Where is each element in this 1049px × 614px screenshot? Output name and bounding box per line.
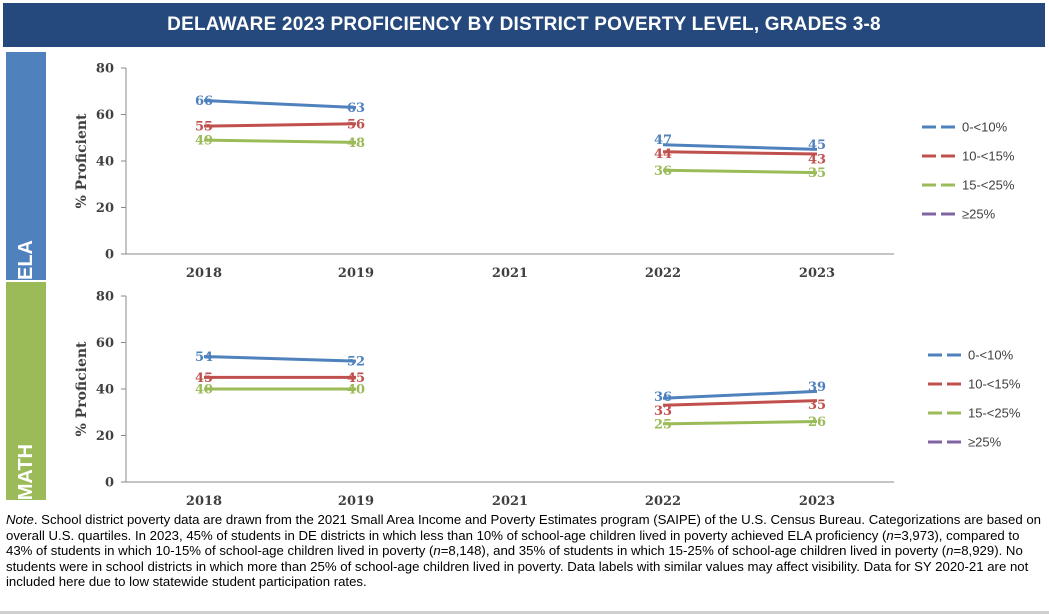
math-y-axis-title: % Proficient <box>74 341 90 437</box>
ela-series-2-segment <box>203 122 357 128</box>
ela-panel-label: ELA <box>14 240 37 280</box>
math-legend-label-4: ≥25% <box>968 435 1002 450</box>
ela-series-3-data-label: 35 <box>808 166 826 181</box>
ela-series-2-segment <box>662 150 818 156</box>
chart-title: DELAWARE 2023 PROFICIENCY BY DISTRICT PO… <box>3 3 1045 47</box>
math-series-1-data-label: 52 <box>347 355 365 370</box>
ela-y-axis-title: % Proficient <box>74 113 90 209</box>
ela-legend-label-3: 15-<25% <box>962 178 1015 193</box>
math-y-tick-label: 0 <box>105 476 114 491</box>
math-x-tick-label: 2019 <box>338 494 374 509</box>
math-series-3-data-label: 26 <box>808 415 826 430</box>
note-text-1: . School district poverty data are drawn… <box>6 512 1042 543</box>
math-series-1-data-label: 54 <box>195 350 213 365</box>
ela-y-tick-label: 60 <box>96 108 114 123</box>
ela-chart: 0 20 40 60 80 2018 2019 2021 2022 2023 % Proficien… <box>74 62 1015 282</box>
math-series-2-data-label: 45 <box>195 371 213 386</box>
ela-series-1-data-label: 66 <box>195 94 213 109</box>
math-x-tick-label: 2022 <box>645 494 681 509</box>
math-legend-label-2: 10-<15% <box>968 377 1021 392</box>
math-y-tick-label: 80 <box>96 290 114 305</box>
ela-x-tick-label: 2019 <box>338 266 374 281</box>
ela-series-3-data-label: 49 <box>195 134 213 149</box>
ela-series-2-data-label: 43 <box>808 153 826 168</box>
math-series-3-segment <box>662 420 818 426</box>
ela-series-3-segment <box>662 168 818 175</box>
ela-legend-label-2: 10-<15% <box>962 149 1015 164</box>
math-series-3-data-label: 25 <box>654 417 672 432</box>
ela-y-tick-label: 0 <box>105 248 114 263</box>
math-y-tick-label: 40 <box>96 383 114 398</box>
ela-series-3-segment <box>203 138 357 144</box>
ela-series-3-data-label: 48 <box>347 136 365 151</box>
math-series-2-data-label: 35 <box>808 398 826 413</box>
ela-series-1-data-label: 47 <box>654 133 672 148</box>
note-text-4: =8,929). No students were in school dist… <box>6 543 1029 590</box>
ela-legend-label-4: ≥25% <box>962 207 996 222</box>
note-lead: Note <box>6 512 34 527</box>
math-legend-label-1: 0-<10% <box>968 348 1014 363</box>
math-series-1-segment <box>203 354 357 363</box>
ela-series-2-data-label: 44 <box>654 147 672 162</box>
math-panel-tab: MATH <box>6 282 46 500</box>
ela-series-1-data-label: 45 <box>808 138 826 153</box>
ela-x-tick-label: 2023 <box>799 266 835 281</box>
ela-series-2-data-label: 55 <box>195 120 213 135</box>
ela-x-tick-label: 2018 <box>186 266 222 281</box>
math-chart: 0 20 40 60 80 2018 2019 2021 2022 2023 % Proficien… <box>74 290 1021 510</box>
ela-panel-tab: ELA <box>6 52 46 280</box>
math-series-1-data-label: 39 <box>808 380 826 395</box>
ela-x-tick-label: 2021 <box>492 266 528 281</box>
ela-series-2-data-label: 56 <box>347 117 365 132</box>
math-series-2-segment <box>662 399 818 407</box>
math-series-3-data-label: 40 <box>195 383 213 398</box>
math-y-tick-label: 20 <box>96 429 114 444</box>
ela-x-tick-label: 2022 <box>645 266 681 281</box>
math-series-3-data-label: 40 <box>347 383 365 398</box>
note-text-2: =3,973), compared to 43% of students in … <box>6 527 1020 559</box>
math-series-1-segment <box>662 389 818 400</box>
math-series-2-data-label: 45 <box>347 371 365 386</box>
note-n-2: n <box>433 543 441 559</box>
bottom-divider <box>0 611 1049 614</box>
ela-y-tick-label: 40 <box>96 155 114 170</box>
ela-series-1-segment <box>203 99 357 110</box>
math-x-tick-label: 2018 <box>186 494 222 509</box>
math-legend-label-3: 15-<25% <box>968 406 1021 421</box>
math-x-tick-label: 2023 <box>799 494 835 509</box>
math-panel-label: MATH <box>14 443 37 500</box>
note-text-3: =8,148), and 35% of students in which 15… <box>440 543 947 559</box>
math-x-tick-label: 2021 <box>492 494 528 509</box>
ela-y-tick-label: 20 <box>96 201 114 216</box>
ela-series-1-segment <box>662 143 818 151</box>
ela-series-3-data-label: 36 <box>654 164 672 179</box>
math-series-1-data-label: 36 <box>654 390 672 405</box>
ela-series-1-data-label: 63 <box>347 101 365 116</box>
math-series-2-data-label: 33 <box>654 404 672 419</box>
ela-legend-label-1: 0-<10% <box>962 120 1008 135</box>
note-n-1: n <box>886 527 894 543</box>
math-y-tick-label: 60 <box>96 336 114 351</box>
note-n-3: n <box>946 543 954 559</box>
footnote: Note. School district poverty data are d… <box>6 512 1044 590</box>
ela-y-tick-label: 80 <box>96 62 114 77</box>
